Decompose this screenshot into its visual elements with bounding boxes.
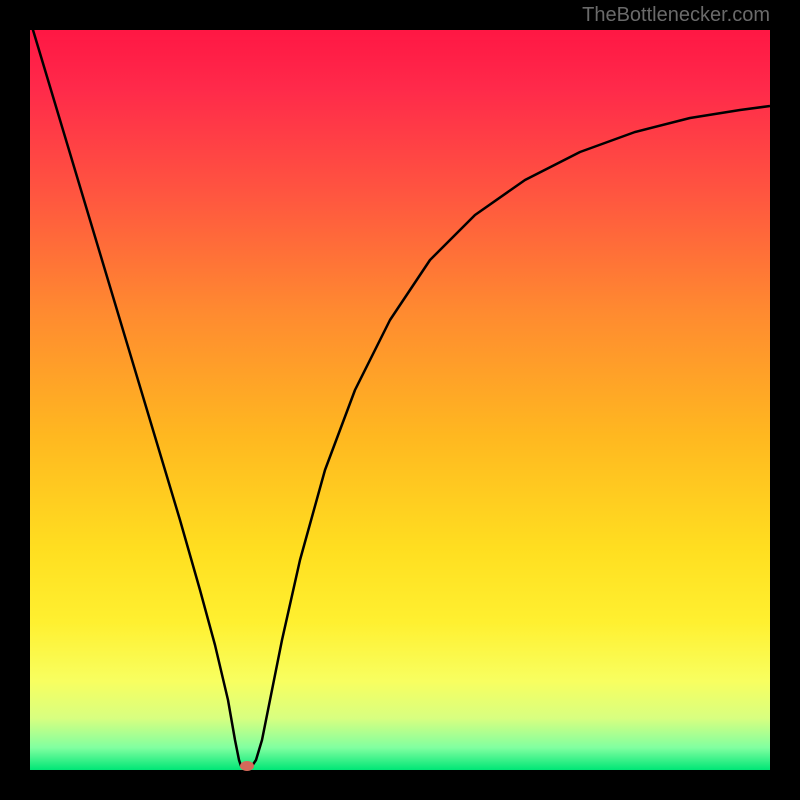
watermark-text: TheBottlenecker.com [582,4,770,27]
curve-overlay [0,0,800,800]
minimum-marker [240,761,254,771]
bottleneck-curve [30,20,770,766]
plot-area [30,30,770,770]
bottleneck-chart: TheBottlenecker.com [0,0,800,800]
